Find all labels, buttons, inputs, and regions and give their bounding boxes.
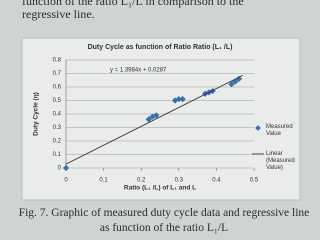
x-tick-label: 0.2 [137, 178, 146, 184]
y-tick-label: 0.7 [53, 71, 62, 77]
body-text: function of the ratio L₁/L in comparison… [22, 0, 244, 8]
y-tick-label: 0.5 [53, 98, 62, 104]
chart-frame [21, 37, 301, 201]
y-tick-label: 0.8 [53, 58, 62, 64]
y-tick-label: 0.2 [53, 139, 62, 145]
data-point [179, 96, 186, 103]
body-text: regressive line. [22, 7, 95, 21]
x-tick-label: 0.5 [250, 178, 259, 184]
data-point [228, 81, 235, 88]
legend-label: Linear (Measured Value) [266, 151, 295, 171]
data-point [175, 96, 182, 103]
x-tick-label: 0.4 [212, 178, 221, 184]
data-point [153, 112, 160, 119]
caption: Fig. 7. Graphic of measured duty cycle d… [18, 207, 310, 234]
y-tick-label: 0.4 [53, 112, 62, 118]
x-tick-label: 0 [64, 178, 68, 184]
x-tick-label: 0.3 [175, 178, 184, 184]
x-tick-label: 0.1 [99, 178, 108, 184]
annotation: y = 1.3984x + 0.0287 [110, 68, 167, 74]
chart-title: Duty Cycle as function of Ratio Ratio (L… [88, 44, 233, 51]
legend-marker [255, 125, 261, 131]
regression-line [65, 74, 243, 165]
y-tick-label: 0.1 [53, 152, 62, 158]
legend-label: Measured Value [266, 124, 293, 137]
data-point [145, 116, 152, 123]
y-axis-label: Duty Cycle (η) [33, 92, 40, 136]
x-axis-label: Ratio (L₁ /L) of L₁ and L [124, 185, 196, 192]
y-tick-label: 0.3 [53, 125, 62, 131]
y-tick-label: 0 [58, 166, 62, 172]
y-tick-label: 0.6 [53, 85, 62, 91]
